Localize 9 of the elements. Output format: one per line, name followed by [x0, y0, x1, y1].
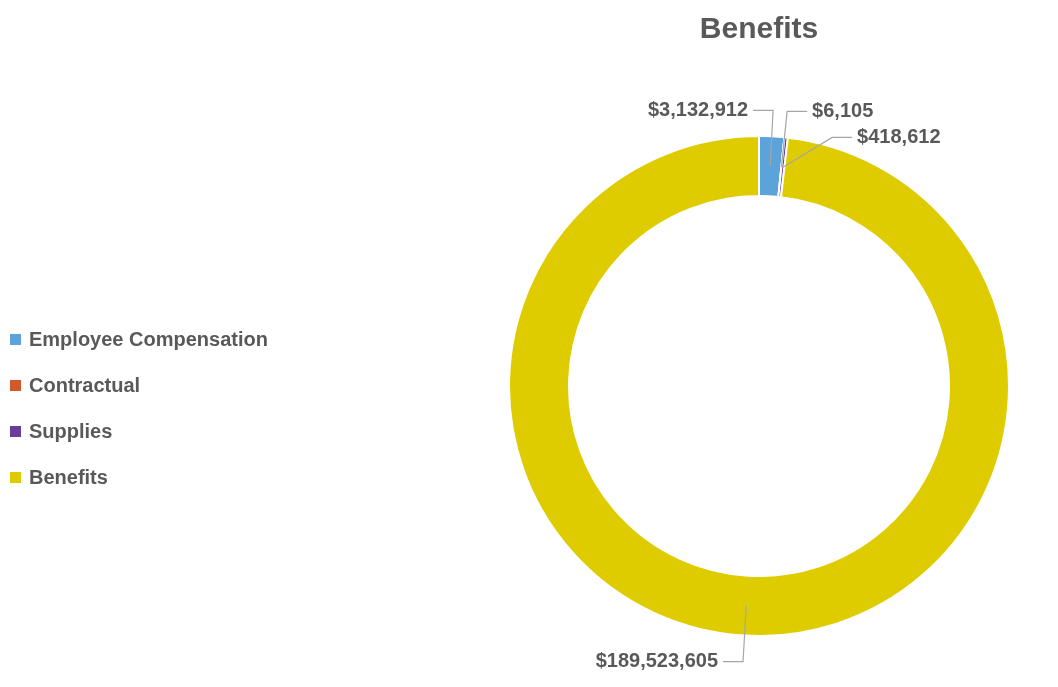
legend-label: Contractual: [29, 373, 141, 397]
legend-label: Employee Compensation: [29, 327, 268, 351]
chart-title: Benefits: [699, 11, 819, 45]
data-label: $418,612: [857, 124, 941, 147]
data-label: $6,105: [812, 98, 874, 121]
data-label: $189,523,605: [595, 649, 719, 672]
data-label: $3,132,912: [647, 97, 749, 120]
legend-label: Benefits: [29, 465, 108, 489]
legend-label: Supplies: [29, 419, 113, 443]
